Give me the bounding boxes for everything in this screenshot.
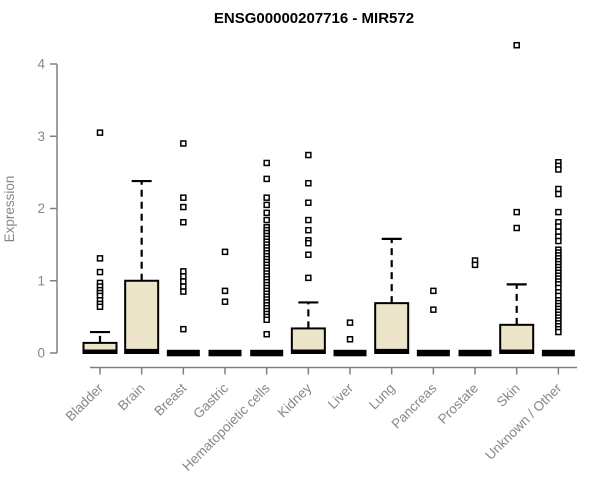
outlier-point-hematopoietic-cells-5 <box>263 216 270 224</box>
outlier-point-hematopoietic-cells-3 <box>263 201 270 209</box>
outlier-point-skin-1 <box>513 208 520 216</box>
outlier-point-hematopoietic-cells-0 <box>263 159 270 167</box>
box-kidney <box>290 327 326 354</box>
outlier-point-breast-2 <box>180 203 187 211</box>
y-tick-label-3: 3 <box>37 129 45 144</box>
collapsed-box-unknown-other <box>541 349 575 357</box>
outlier-point-kidney-0 <box>305 151 312 159</box>
category-label-brain: Brain <box>115 381 148 414</box>
outlier-point-liver-0 <box>346 319 354 326</box>
y-axis-label: Expression <box>2 176 17 243</box>
outlier-point-liver-1 <box>346 336 354 343</box>
outlier-point-unknown-other-4 <box>555 190 562 198</box>
category-label-unknown-other: Unknown / Other <box>482 380 565 463</box>
outlier-point-hematopoietic-cells-38 <box>263 316 270 324</box>
collapsed-box-prostate <box>458 349 492 357</box>
outlier-point-kidney-6 <box>305 239 312 247</box>
outlier-point-skin-2 <box>513 224 520 232</box>
category-label-breast: Breast <box>151 380 189 418</box>
category-label-kidney: Kidney <box>275 380 315 420</box>
outlier-point-unknown-other-8 <box>555 228 562 235</box>
outlier-point-hematopoietic-cells-1 <box>263 175 270 183</box>
outlier-point-unknown-other-5 <box>555 208 562 216</box>
collapsed-box-pancreas <box>416 349 450 357</box>
outlier-point-kidney-8 <box>305 274 312 282</box>
outlier-point-gastric-1 <box>221 287 229 295</box>
outlier-point-bladder-0 <box>96 129 104 136</box>
outlier-point-breast-3 <box>180 218 187 226</box>
category-label-lung: Lung <box>366 381 398 413</box>
outlier-point-prostate-1 <box>471 261 479 269</box>
collapsed-box-gastric <box>208 349 242 357</box>
outlier-point-unknown-other-2 <box>555 166 562 173</box>
outlier-point-unknown-other-38 <box>555 328 562 336</box>
outlier-point-breast-7 <box>180 283 187 290</box>
category-label-gastric: Gastric <box>190 380 231 421</box>
outlier-point-breast-4 <box>180 268 187 275</box>
outlier-point-kidney-7 <box>305 251 312 258</box>
outlier-point-hematopoietic-cells-2 <box>263 194 270 201</box>
outlier-point-bladder-2 <box>96 268 104 276</box>
chart-title: ENSG00000207716 - MIR572 <box>214 10 414 27</box>
outlier-point-breast-0 <box>180 140 187 147</box>
outlier-point-breast-5 <box>180 273 187 280</box>
outlier-point-hematopoietic-cells-39 <box>263 330 270 338</box>
category-label-prostate: Prostate <box>435 381 481 427</box>
category-label-skin: Skin <box>494 381 523 410</box>
outlier-point-kidney-1 <box>305 179 312 187</box>
outlier-point-skin-0 <box>513 41 520 49</box>
outlier-point-unknown-other-3 <box>555 185 562 193</box>
outlier-point-breast-8 <box>180 288 187 295</box>
box-lung <box>374 302 410 354</box>
outlier-point-gastric-0 <box>221 248 229 256</box>
outlier-point-pancreas-1 <box>430 306 437 313</box>
outlier-point-breast-6 <box>180 278 187 285</box>
outlier-point-bladder-1 <box>96 255 104 262</box>
outlier-point-kidney-4 <box>305 226 312 234</box>
category-label-bladder: Bladder <box>63 380 107 424</box>
outlier-point-kidney-3 <box>305 216 312 224</box>
outlier-point-breast-1 <box>180 194 187 201</box>
category-label-pancreas: Pancreas <box>389 380 440 431</box>
y-tick-label-4: 4 <box>37 57 45 72</box>
outlier-point-bladder-10 <box>96 303 104 311</box>
outlier-point-gastric-2 <box>221 298 229 305</box>
collapsed-box-breast <box>166 349 200 357</box>
y-tick-label-1: 1 <box>37 273 45 288</box>
outlier-point-unknown-other-10 <box>555 237 562 245</box>
outlier-point-hematopoietic-cells-4 <box>263 209 270 217</box>
outlier-point-kidney-2 <box>305 199 312 206</box>
category-label-liver: Liver <box>325 380 357 412</box>
box-skin <box>499 323 535 355</box>
outlier-point-unknown-other-7 <box>555 223 562 230</box>
y-tick-label-0: 0 <box>37 346 45 361</box>
box-brain <box>124 279 160 354</box>
outlier-point-breast-9 <box>180 325 187 333</box>
y-tick-label-2: 2 <box>37 201 45 216</box>
collapsed-box-hematopoietic-cells <box>250 349 284 357</box>
outlier-point-pancreas-0 <box>430 287 437 295</box>
collapsed-box-liver <box>333 349 367 357</box>
